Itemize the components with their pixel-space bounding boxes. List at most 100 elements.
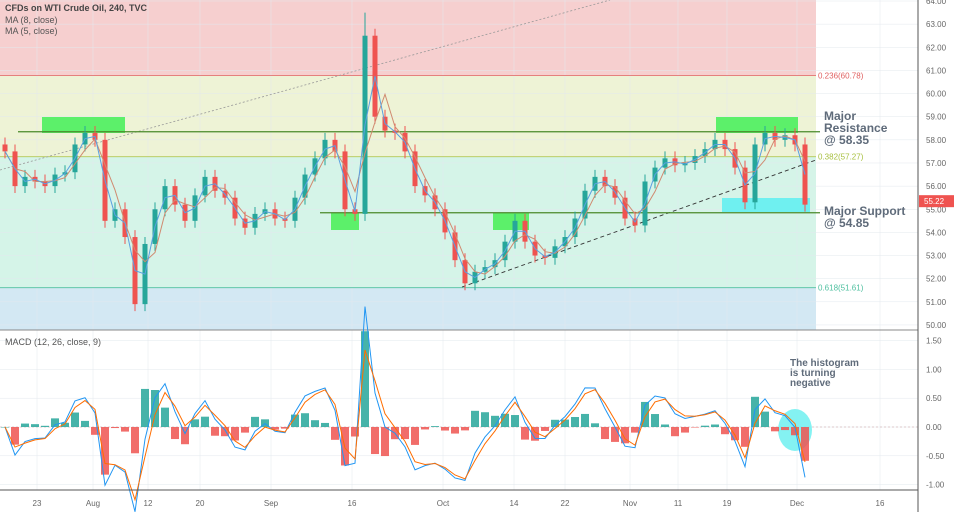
macd-histogram-bar xyxy=(701,425,709,427)
macd-histogram-bar xyxy=(241,427,249,433)
price-tick-label: 55.00 xyxy=(926,205,947,214)
macd-histogram-bar xyxy=(711,424,719,427)
macd-histogram-bar xyxy=(661,424,669,427)
price-tick-label: 61.00 xyxy=(926,66,947,75)
macd-histogram-bar xyxy=(21,423,29,427)
time-tick-label: Dec xyxy=(790,499,804,508)
macd-tick-label: -1.00 xyxy=(926,481,945,490)
macd-histogram-bar xyxy=(761,411,769,427)
price-tick-label: 54.00 xyxy=(926,228,947,237)
histogram-annotation: The histogram is turning negative xyxy=(790,358,859,389)
macd-tick-label: 0.00 xyxy=(926,423,942,432)
macd-histogram-bar xyxy=(221,427,229,437)
fib-zone-red xyxy=(0,0,816,76)
macd-histogram-bar xyxy=(781,427,789,431)
macd-histogram-bar xyxy=(551,419,559,427)
macd-histogram-bar xyxy=(181,427,189,445)
macd-histogram-bar xyxy=(441,427,449,431)
macd-histogram-bar xyxy=(231,427,239,441)
ma5-legend: MA (5, close) xyxy=(5,26,58,36)
time-tick-label: Sep xyxy=(264,499,279,508)
macd-histogram-bar xyxy=(511,415,519,427)
price-tick-label: 51.00 xyxy=(926,298,947,307)
highlight-box xyxy=(716,117,798,133)
time-tick-label: 16 xyxy=(348,499,357,508)
time-tick-label: Nov xyxy=(623,499,637,508)
time-tick-label: 11 xyxy=(674,499,683,508)
price-tick-label: 63.00 xyxy=(926,20,947,29)
macd-histogram-bar xyxy=(81,420,89,427)
macd-histogram-bar xyxy=(251,416,259,427)
macd-histogram-bar xyxy=(741,427,749,447)
macd-line xyxy=(4,306,806,512)
highlight-box xyxy=(493,213,529,230)
price-tick-label: 52.00 xyxy=(926,275,947,284)
fib-zone-green xyxy=(0,156,816,288)
macd-histogram-bar xyxy=(191,419,199,427)
macd-histogram-bar xyxy=(411,427,419,445)
price-tick-label: 60.00 xyxy=(926,90,947,99)
macd-histogram-bar xyxy=(151,390,159,427)
macd-histogram-bar xyxy=(691,427,699,428)
macd-histogram-bar xyxy=(561,419,569,427)
fib-label: 0.382(57.27) xyxy=(818,153,864,162)
macd-histogram-bar xyxy=(531,427,539,441)
price-tick-label: 57.00 xyxy=(926,159,947,168)
macd-tick-label: -0.50 xyxy=(926,452,945,461)
macd-histogram-bar xyxy=(111,427,119,429)
chart-title: CFDs on WTI Crude Oil, 240, TVC xyxy=(5,3,148,13)
candle-body xyxy=(2,144,8,152)
time-tick-label: 20 xyxy=(196,499,205,508)
macd-histogram-bar xyxy=(541,427,549,431)
macd-histogram-bar xyxy=(321,422,329,427)
macd-histogram-bar xyxy=(371,427,379,455)
macd-histogram-bar xyxy=(121,427,129,432)
macd-histogram-bar xyxy=(421,427,429,430)
macd-histogram-bar xyxy=(101,427,109,475)
time-tick-label: 19 xyxy=(723,499,732,508)
price-tick-label: 58.00 xyxy=(926,136,947,145)
price-tick-label: 56.00 xyxy=(926,182,947,191)
macd-tick-label: 1.50 xyxy=(926,337,942,346)
time-tick-label: Aug xyxy=(86,499,100,508)
macd-histogram-bar xyxy=(641,401,649,427)
macd-histogram-bar xyxy=(651,414,659,427)
macd-histogram-bar xyxy=(331,427,339,440)
macd-histogram-bar xyxy=(601,427,609,440)
fib-zone-blue xyxy=(0,287,816,330)
macd-histogram-bar xyxy=(61,422,69,427)
macd-histogram-bar xyxy=(571,417,579,427)
macd-histogram-bar xyxy=(501,413,509,427)
macd-histogram-bar xyxy=(491,415,499,427)
macd-histogram-bar xyxy=(171,427,179,440)
macd-histogram-bar xyxy=(161,407,169,427)
macd-histogram-bar xyxy=(631,427,639,433)
macd-histogram-bar xyxy=(71,412,79,427)
price-tick-label: 64.00 xyxy=(926,0,947,6)
macd-histogram-bar xyxy=(591,423,599,427)
macd-histogram-bar xyxy=(311,420,319,427)
macd-histogram-bar xyxy=(51,418,59,427)
macd-histogram-bar xyxy=(381,427,389,457)
highlight-box xyxy=(722,198,810,212)
time-tick-label: 16 xyxy=(876,499,885,508)
highlight-box xyxy=(331,213,359,230)
macd-histogram-bar xyxy=(791,427,799,436)
macd-histogram-bar xyxy=(361,331,369,427)
macd-histogram-bar xyxy=(201,416,209,427)
price-tick-label: 59.00 xyxy=(926,113,947,122)
last-price-label: 55.22 xyxy=(924,197,945,206)
macd-histogram-bar xyxy=(611,427,619,442)
price-tick-label: 62.00 xyxy=(926,43,947,52)
resistance-annotation: Major Resistance @ 58.35 xyxy=(824,109,888,147)
macd-histogram-bar xyxy=(31,424,39,427)
macd-histogram-bar xyxy=(521,427,529,440)
macd-histogram-bar xyxy=(721,427,729,435)
macd-histogram-bar xyxy=(581,413,589,427)
macd-histogram-bar xyxy=(771,427,779,432)
time-tick-label: 12 xyxy=(144,499,153,508)
macd-histogram-bar xyxy=(211,427,219,436)
macd-histogram-bar xyxy=(271,427,279,430)
signal-line xyxy=(4,349,806,502)
